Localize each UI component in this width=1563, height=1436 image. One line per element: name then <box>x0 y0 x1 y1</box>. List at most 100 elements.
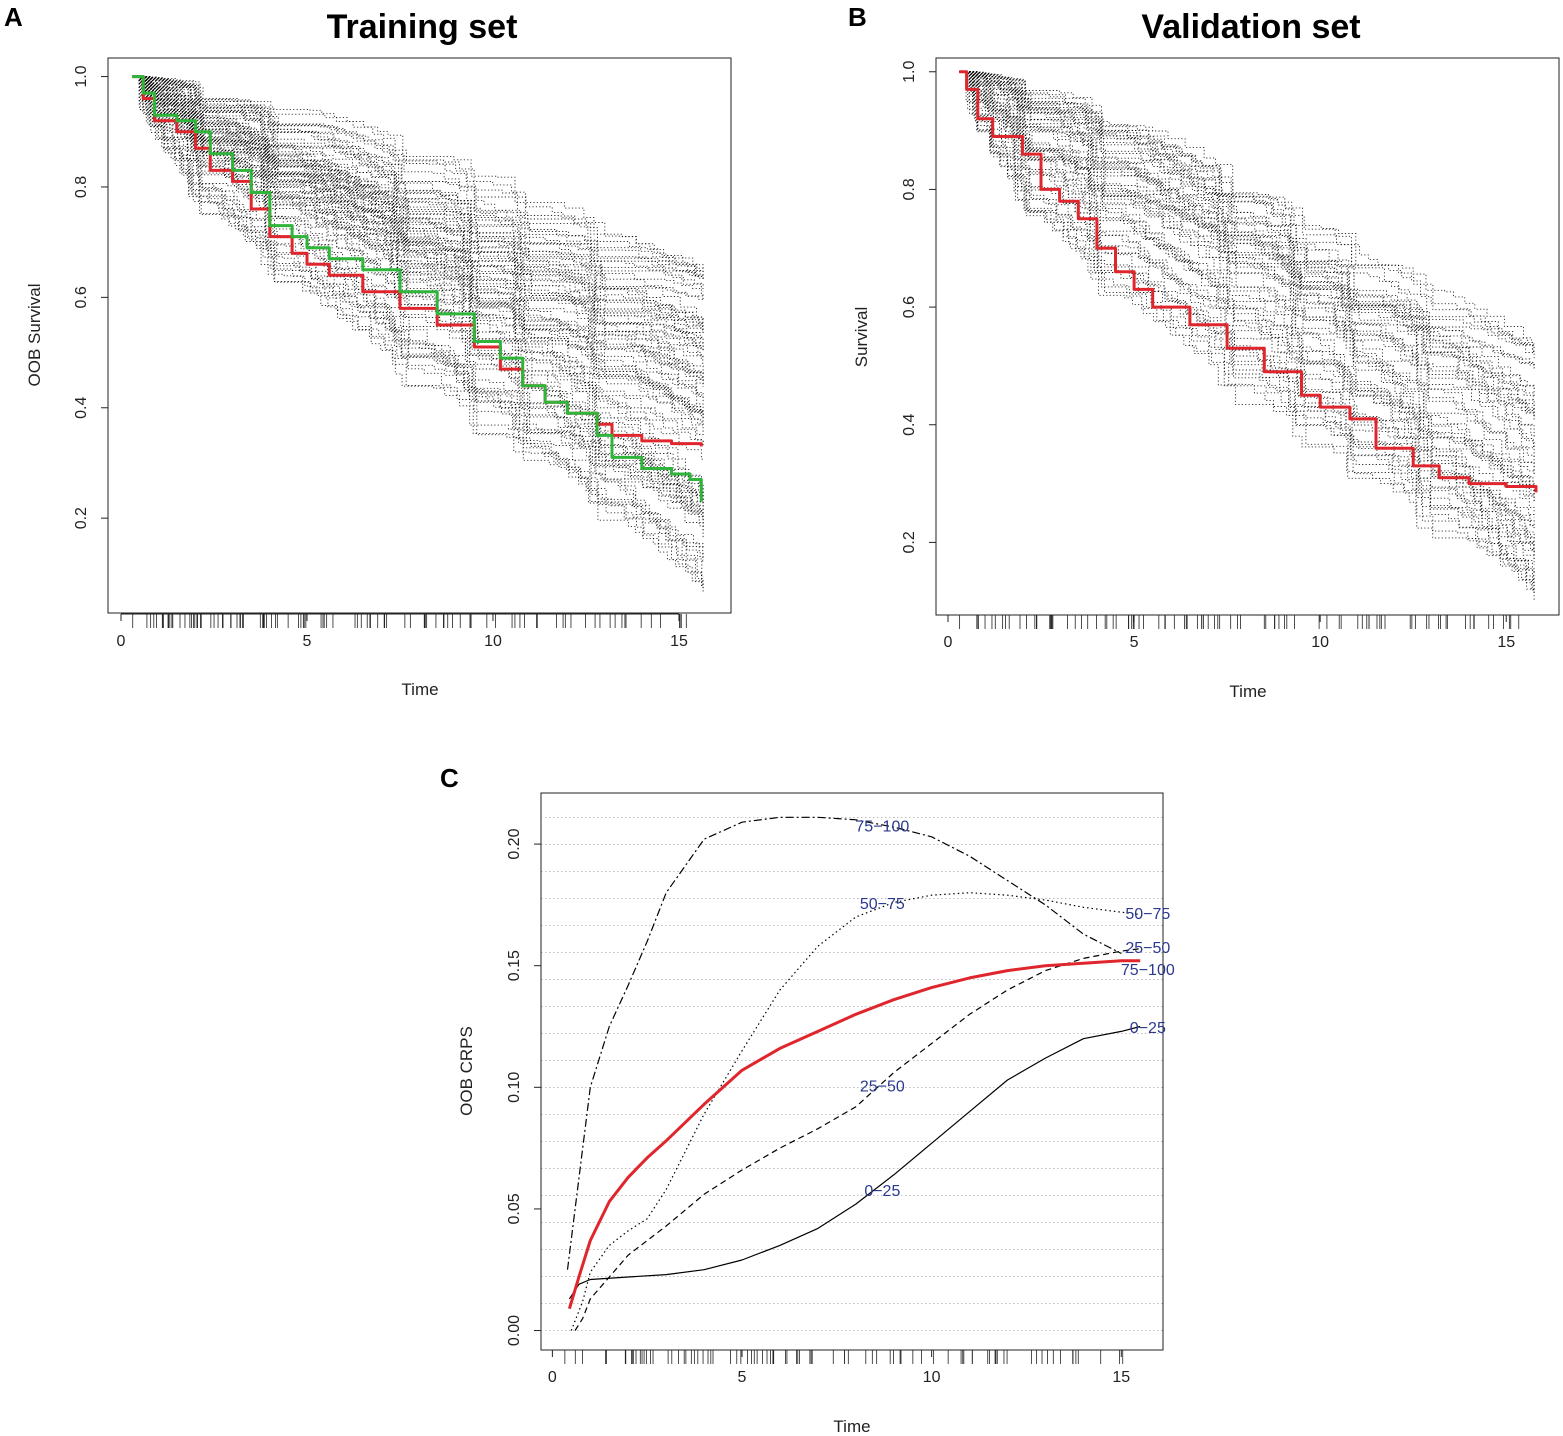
panel-c-curve-label: 75−100 <box>855 818 909 835</box>
panel-a-individual-curve <box>132 76 704 334</box>
panel-b-individual-curve <box>959 71 1535 594</box>
panel-b-individual-curve <box>959 71 1535 417</box>
panel-a-y-tick-label: 0.8 <box>73 176 90 198</box>
panel-c-curve-label: 75−100 <box>1121 962 1175 979</box>
panel-a-series-kaplan-meier <box>132 75 703 502</box>
panel-a-individual-curve <box>132 76 704 385</box>
panel-c-rug <box>564 1350 1124 1364</box>
panel-a-individual-curve <box>132 76 704 396</box>
panel-a-y-axis: 0.2 0.4 0.6 0.8 1.0 <box>73 65 109 529</box>
panel-b-individual-curve <box>959 71 1535 495</box>
panel-c-y-tick-label: 0.10 <box>506 1072 523 1103</box>
panel-b-individual-curve <box>959 71 1535 367</box>
panel-b-individual-curve <box>959 71 1535 447</box>
panel-a-individual-curve <box>132 76 704 360</box>
panel-a-xlabel: Time <box>401 680 438 699</box>
panel-a-individual-curve <box>132 76 704 490</box>
panel-b-individual-curve <box>959 71 1535 493</box>
panel-b-individual-curve <box>959 71 1535 368</box>
panel-a-individual-curve <box>132 76 704 497</box>
panel-a-individual-curve <box>132 76 704 280</box>
panel-a-individual-curve <box>132 76 704 322</box>
panel-a-individual-curve <box>132 76 704 499</box>
panel-b-individual-curve <box>959 71 1535 462</box>
panel-b-individual-curve <box>959 71 1535 502</box>
panel-b-x-tick-label: 10 <box>1311 634 1329 651</box>
panel-a-ylabel: OOB Survival <box>25 284 44 387</box>
panel-a-individual-curve <box>132 76 704 420</box>
panel-b-individual-curve <box>959 71 1535 591</box>
panel-b-individual-curve <box>959 71 1535 489</box>
panel-a-individual-curve <box>132 76 704 410</box>
panel-a-individual-curve <box>132 76 704 438</box>
panel-b-y-axis: 0.2 0.4 0.6 0.8 1.0 <box>901 61 937 554</box>
panel-a-individual-curve <box>132 76 704 382</box>
panel-c-series-50-75 <box>570 892 1141 1331</box>
panel-b-individual-curve <box>959 71 1535 497</box>
panel-a-individual-curve <box>132 76 704 372</box>
panel-c-x-tick-label: 10 <box>923 1369 941 1386</box>
panel-c-curve-label: 25−50 <box>860 1079 905 1096</box>
panel-a-individual-curve <box>132 76 704 512</box>
panel-b-individual-curve <box>959 71 1535 561</box>
panel-b-individual-curve <box>959 71 1535 503</box>
panel-a-rug <box>132 614 687 628</box>
panel-a-y-tick-label: 0.4 <box>73 397 90 419</box>
panel-a-title: Training set <box>327 8 518 46</box>
panel-c-letter: C <box>440 763 459 793</box>
panel-a-individual-curve <box>132 76 704 504</box>
panel-b-individual-curve <box>959 71 1535 557</box>
panel-b-individual-curve <box>959 71 1535 528</box>
panel-a-series-ensemble <box>132 75 703 447</box>
panel-b-x-tick-label: 5 <box>1130 634 1139 651</box>
panel-a-individual-curve <box>132 76 704 381</box>
panel-b-series <box>959 70 1538 493</box>
panel-a-individual-curve <box>132 76 704 503</box>
panel-a-individual-curve <box>132 76 704 327</box>
panel-b-individual-curve <box>959 71 1535 546</box>
panel-b-rug <box>959 615 1520 629</box>
panel-b-individual-curve <box>959 71 1535 552</box>
panel-b-individual-curve <box>959 71 1535 472</box>
panel-b-individual-curves <box>959 71 1535 602</box>
panel-a-individual-curve <box>132 76 704 402</box>
panel-a: A Training set 0 5 10 15 0.2 0.4 0.6 0.8 1.0 Ti… <box>4 2 732 699</box>
panel-a-individual-curve <box>132 76 704 417</box>
panel-a-individual-curve <box>132 76 704 351</box>
panel-a-individual-curve <box>132 76 704 399</box>
panel-a-series <box>132 75 703 502</box>
panel-b-individual-curve <box>959 71 1535 574</box>
panel-b-individual-curve <box>959 71 1535 420</box>
panel-c-y-axis: 0.00 0.05 0.10 0.15 0.20 <box>506 828 542 1346</box>
panel-a-individual-curve <box>132 76 704 419</box>
panel-c-x-tick-label: 0 <box>548 1369 557 1386</box>
panel-b-letter: B <box>848 2 867 32</box>
panel-b-individual-curve <box>959 71 1535 416</box>
panel-a-individual-curve <box>132 76 704 413</box>
panel-a-x-tick-label: 15 <box>670 633 688 650</box>
panel-a-letter: A <box>4 2 23 32</box>
panel-a-individual-curve <box>132 76 704 329</box>
panel-a-x-tick-label: 0 <box>117 633 126 650</box>
panel-c-frame <box>540 792 1164 1351</box>
panel-c-xlabel: Time <box>833 1417 870 1436</box>
panel-b-individual-curve <box>959 71 1535 460</box>
panel-a-individual-curve <box>132 76 704 591</box>
panel-a-individual-curve <box>132 76 704 269</box>
panel-c-y-tick-label: 0.00 <box>506 1315 523 1346</box>
panel-a-individual-curve <box>132 76 704 492</box>
panel-a-individual-curve <box>132 76 704 461</box>
panel-a-individual-curve <box>132 76 704 286</box>
panel-a-individual-curve <box>132 76 704 424</box>
panel-c-series-overall <box>567 959 1141 1310</box>
panel-b-individual-curve <box>959 71 1535 581</box>
panel-b-x-tick-label: 0 <box>944 634 953 651</box>
panel-a-individual-curve <box>132 76 704 525</box>
panel-b-individual-curve <box>959 71 1535 593</box>
panel-a-individual-curve <box>132 76 704 380</box>
panel-c-x-tick-label: 5 <box>738 1369 747 1386</box>
panel-b-y-tick-label: 1.0 <box>901 61 918 83</box>
panel-a-individual-curve <box>132 76 704 530</box>
panel-a-individual-curve <box>132 76 704 496</box>
panel-b-individual-curve <box>959 71 1535 553</box>
